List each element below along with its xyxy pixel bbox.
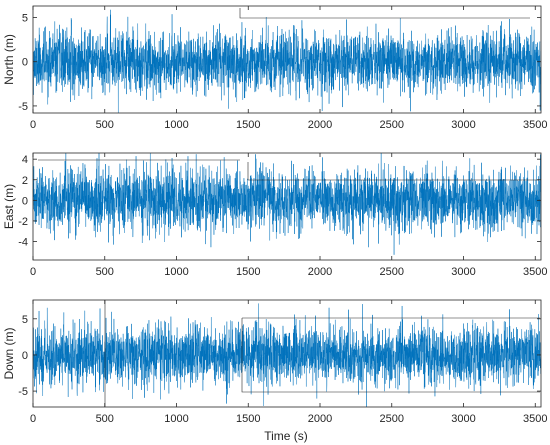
x-tick-label: 1500 — [236, 266, 260, 278]
y-tick-label: 0 — [22, 57, 28, 69]
axes-frame-north — [32, 5, 542, 114]
axes-frame-east — [32, 152, 542, 261]
series-line-down — [33, 303, 541, 407]
x-tick-label: 2500 — [380, 413, 404, 425]
x-tick-label: 1000 — [164, 413, 188, 425]
x-tick-label: 2500 — [380, 119, 404, 131]
panel-down: 0 500 1000 1500 2000 2500 3000 3500 -5 0 5 Down (m) — [2, 299, 548, 425]
x-tick-label: 3500 — [523, 413, 547, 425]
y-tick-label: 4 — [22, 154, 28, 166]
x-tick-label: 1000 — [164, 266, 188, 278]
axes-frame-down — [32, 299, 542, 408]
x-tick-label: 500 — [96, 266, 114, 278]
y-tick-label: 2 — [22, 175, 28, 187]
y-axis-label-north: North (m) — [2, 34, 16, 85]
series-line-east — [33, 153, 541, 255]
x-tick-label: 500 — [96, 413, 114, 425]
x-tick-label: 2000 — [308, 119, 332, 131]
y-tick-label: 0 — [22, 195, 28, 207]
y-tick-label: 5 — [22, 314, 28, 326]
x-tick-label: 2500 — [380, 266, 404, 278]
x-axis-label: Time (s) — [264, 429, 308, 443]
x-tick-label: 0 — [30, 266, 36, 278]
x-tick-label: 3000 — [451, 119, 475, 131]
panel-east: 0 500 1000 1500 2000 2500 3000 3500 -4 -2 0 2 4 East … — [2, 152, 548, 278]
x-tick-label: 0 — [30, 119, 36, 131]
y-tick-label: -4 — [18, 236, 28, 248]
y-axis-label-down: Down (m) — [2, 327, 16, 379]
series-line-north — [33, 9, 541, 113]
x-tick-label: 0 — [30, 413, 36, 425]
y-tick-label: 5 — [22, 12, 28, 24]
x-tick-label: 3000 — [451, 266, 475, 278]
x-tick-label: 500 — [96, 119, 114, 131]
overlay-axis-remnant — [239, 8, 530, 19]
x-tick-label: 2000 — [308, 413, 332, 425]
x-tick-label: 3500 — [523, 119, 547, 131]
y-tick-label: -2 — [18, 216, 28, 228]
y-tick-label: 0 — [22, 350, 28, 362]
x-tick-label: 1000 — [164, 119, 188, 131]
y-tick-label: -5 — [18, 101, 28, 113]
x-tick-label: 1500 — [236, 413, 260, 425]
x-tick-label: 2000 — [308, 266, 332, 278]
x-tick-label: 3500 — [523, 266, 547, 278]
x-tick-label: 3000 — [451, 413, 475, 425]
y-axis-label-east: East (m) — [2, 184, 16, 229]
y-tick-label: -5 — [18, 386, 28, 398]
x-tick-label: 1500 — [236, 119, 260, 131]
overlay-axis-remnant — [247, 162, 540, 181]
overlay-axis-remnant — [241, 318, 540, 393]
